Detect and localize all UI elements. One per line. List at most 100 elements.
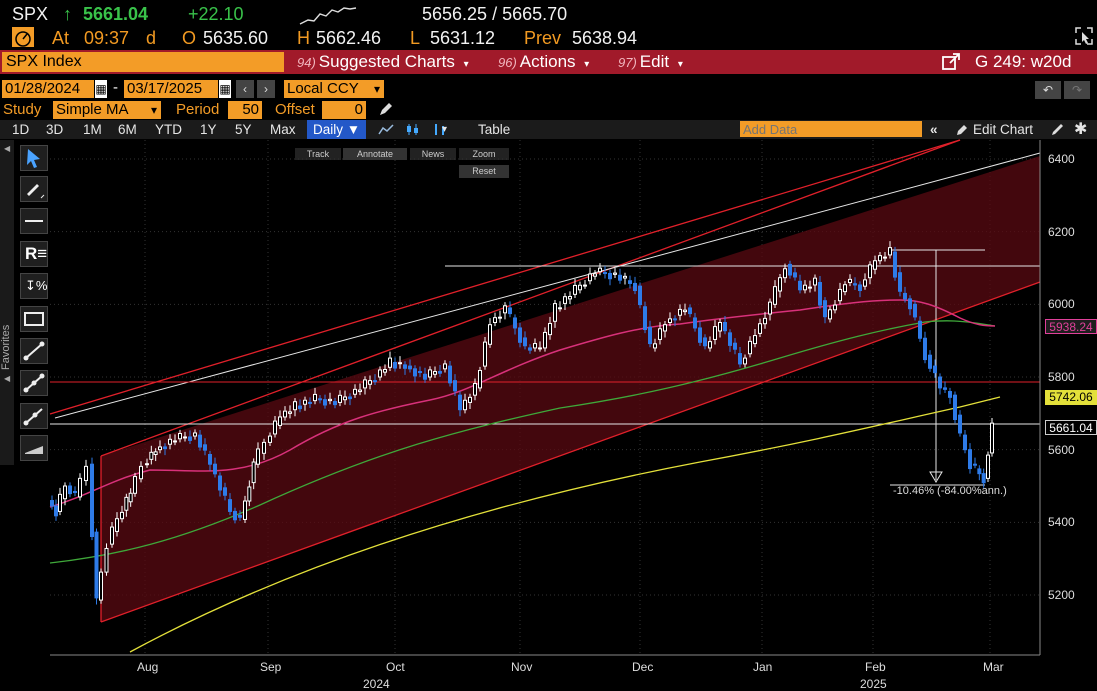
candle-down — [793, 272, 797, 278]
candle-up — [873, 260, 877, 270]
horizontal-line-tool[interactable] — [20, 208, 48, 234]
edit-chart-button[interactable]: Edit Chart — [973, 122, 1034, 137]
zoom-button[interactable]: Zoom — [459, 148, 509, 160]
candle-down — [393, 361, 397, 369]
candle-down — [933, 365, 937, 374]
next-period-button[interactable]: › — [257, 80, 275, 98]
candle-up — [115, 518, 119, 532]
pencil-icon[interactable] — [955, 123, 969, 137]
chevron-down-icon[interactable]: ▾ — [370, 80, 384, 98]
open-label: O — [182, 28, 197, 48]
retracement-tool[interactable]: R≡ — [20, 241, 48, 267]
candle-down — [68, 485, 72, 495]
table-button[interactable]: Table — [478, 122, 511, 137]
frequency-select[interactable]: Daily ▼ — [307, 120, 367, 139]
prev-label: Prev — [524, 28, 562, 48]
screen-capture-icon[interactable] — [1074, 26, 1094, 46]
collapse-arrow-icon[interactable]: ◀ — [4, 374, 11, 383]
gear-icon[interactable]: ✱ — [1074, 121, 1088, 138]
gauge-icon[interactable] — [12, 27, 34, 47]
candle-up — [478, 369, 482, 389]
candle-up — [748, 340, 752, 355]
candle-down — [238, 514, 242, 518]
candle-up — [833, 304, 837, 311]
range-1m[interactable]: 1M — [83, 122, 102, 137]
x-tick-mar: Mar — [983, 660, 1004, 674]
trendline-tool[interactable] — [20, 338, 48, 364]
pencil-icon[interactable] — [378, 101, 394, 117]
study-select[interactable]: Simple MA — [53, 101, 147, 119]
range-5y[interactable]: 5Y — [235, 122, 252, 137]
end-date-field[interactable]: 03/17/2025 — [124, 80, 218, 98]
candle-up — [268, 435, 272, 443]
candle-down — [603, 272, 607, 275]
pointer-tool[interactable] — [20, 145, 48, 171]
add-data-input[interactable] — [740, 121, 922, 137]
candle-up — [443, 363, 447, 370]
zoom-label: Zoom — [472, 149, 496, 159]
sparkline-icon — [299, 7, 357, 25]
range-1y[interactable]: 1Y — [200, 122, 217, 137]
candle-up — [668, 318, 672, 324]
candle-up — [110, 526, 114, 545]
range-max[interactable]: Max — [270, 122, 296, 137]
candle-down — [208, 454, 212, 465]
track-button[interactable]: Track — [295, 148, 341, 160]
collapse-arrow-icon[interactable]: ◀ — [4, 144, 11, 153]
quote-time: 09:37 — [84, 28, 130, 48]
draw-icon[interactable] — [1050, 122, 1066, 137]
candle-down — [50, 500, 54, 507]
period-field[interactable]: 50 — [228, 101, 262, 119]
x-tick-oct: Oct — [386, 660, 405, 674]
range-3d[interactable]: 3D — [46, 122, 64, 137]
annotate-button[interactable]: Annotate — [343, 148, 407, 160]
channel-tool[interactable] — [20, 370, 48, 396]
currency-select[interactable]: Local CCY — [284, 80, 370, 98]
offset-field[interactable]: 0 — [322, 101, 366, 119]
candle-down — [228, 499, 232, 512]
suggested-charts-menu[interactable]: 94) Suggested Charts ▾ — [297, 50, 469, 74]
candle-down — [638, 285, 642, 306]
chevron-down-icon[interactable]: ▾ — [147, 101, 161, 119]
percent-tool[interactable]: ↧% — [20, 273, 48, 299]
favorites-tab[interactable]: Favorites — [0, 140, 14, 465]
external-link-icon[interactable] — [942, 53, 960, 71]
reset-button[interactable]: Reset — [459, 165, 509, 178]
calendar-icon[interactable]: ▦ — [95, 80, 107, 98]
candle-up — [99, 571, 103, 601]
candle-up — [578, 284, 582, 291]
calendar-icon[interactable]: ▦ — [219, 80, 231, 98]
offset-label: Offset — [275, 101, 315, 118]
bar-chart-icon[interactable] — [432, 123, 448, 136]
prev-period-button[interactable]: ‹ — [236, 80, 254, 98]
ray-tool[interactable] — [20, 403, 48, 429]
edit-menu[interactable]: 97) Edit ▾ — [618, 50, 683, 74]
actions-label: Actions — [519, 52, 576, 71]
chevron-down-icon[interactable]: ▾ — [442, 124, 448, 135]
candle-up — [683, 309, 687, 313]
rectangle-tool[interactable] — [20, 306, 48, 332]
line-chart-icon[interactable] — [378, 123, 394, 136]
bid-ask: 5656.25 / 5665.70 — [422, 4, 568, 24]
y-tick-label: 6200 — [1048, 224, 1075, 239]
parallel-tool[interactable] — [20, 435, 48, 461]
range-6m[interactable]: 6M — [118, 122, 137, 137]
news-button[interactable]: News — [410, 148, 456, 160]
start-date-field[interactable]: 01/28/2024 — [2, 80, 94, 98]
actions-menu[interactable]: 96) Actions ▾ — [498, 50, 589, 74]
candle-up — [613, 272, 617, 275]
candle-chart-icon[interactable] — [405, 123, 421, 136]
news-label: News — [421, 149, 445, 159]
candle-down — [628, 280, 632, 284]
undo-icon[interactable]: ↶ — [1035, 81, 1061, 99]
range-ytd[interactable]: YTD — [155, 122, 182, 137]
security-field[interactable]: SPX Index — [2, 52, 284, 72]
range-1d[interactable]: 1D — [12, 122, 30, 137]
redo-icon[interactable]: ↷ — [1064, 81, 1090, 99]
candle-down — [333, 401, 337, 406]
pen-tool[interactable] — [20, 176, 48, 202]
collapse-icon[interactable]: « — [930, 122, 938, 137]
candle-up — [548, 322, 552, 336]
candle-up — [433, 371, 437, 375]
